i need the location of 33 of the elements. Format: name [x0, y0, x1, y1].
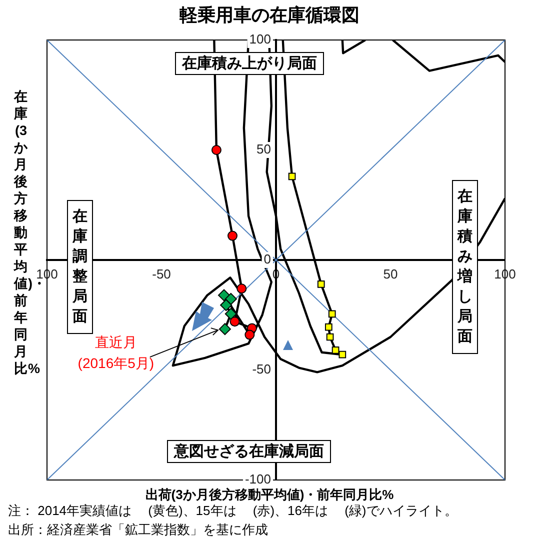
- annotation: 在庫積み上がり局面: [175, 52, 324, 75]
- y-tick-label: -50: [252, 362, 271, 377]
- point: [288, 172, 296, 180]
- point: [230, 316, 240, 327]
- text: 出所：経済産業省「鉱工業指数」を基に作成: [8, 521, 268, 539]
- y-tick-label: 50: [256, 142, 271, 157]
- point: [227, 230, 238, 241]
- chart-title: 軽乗用車の在庫循環図: [178, 4, 360, 27]
- y-tick-label: 100: [249, 32, 271, 47]
- point: [218, 323, 231, 336]
- point: [328, 310, 336, 318]
- point: [211, 145, 222, 155]
- point: [326, 333, 334, 341]
- point: [338, 350, 346, 358]
- y-tick-label: -100: [244, 472, 271, 487]
- point: [224, 292, 237, 305]
- point: [317, 280, 325, 288]
- text: 注： 2014年実績値は (黄色)、15年は (赤)、16年は (緑)でハイライト。: [8, 502, 458, 520]
- point: [332, 346, 340, 354]
- y-tick-label: 0: [264, 252, 271, 267]
- annotation: 在庫調整局面: [67, 200, 93, 334]
- x-tick-label: 50: [383, 266, 398, 282]
- x-axis-title: 出荷(3か月後方移動平均値)・前年同月比%: [144, 486, 395, 504]
- x-tick-label: -50: [152, 266, 171, 282]
- point: [244, 330, 255, 340]
- annotation: 在庫積み増し局面: [452, 180, 478, 354]
- point: [224, 308, 237, 320]
- point: [236, 284, 247, 294]
- point: [220, 299, 232, 312]
- point: [218, 289, 230, 302]
- annotation: 直近月 (2016年5月): [78, 334, 154, 371]
- annotation: 意図せざる在庫減局面: [167, 440, 331, 463]
- point: [324, 323, 332, 331]
